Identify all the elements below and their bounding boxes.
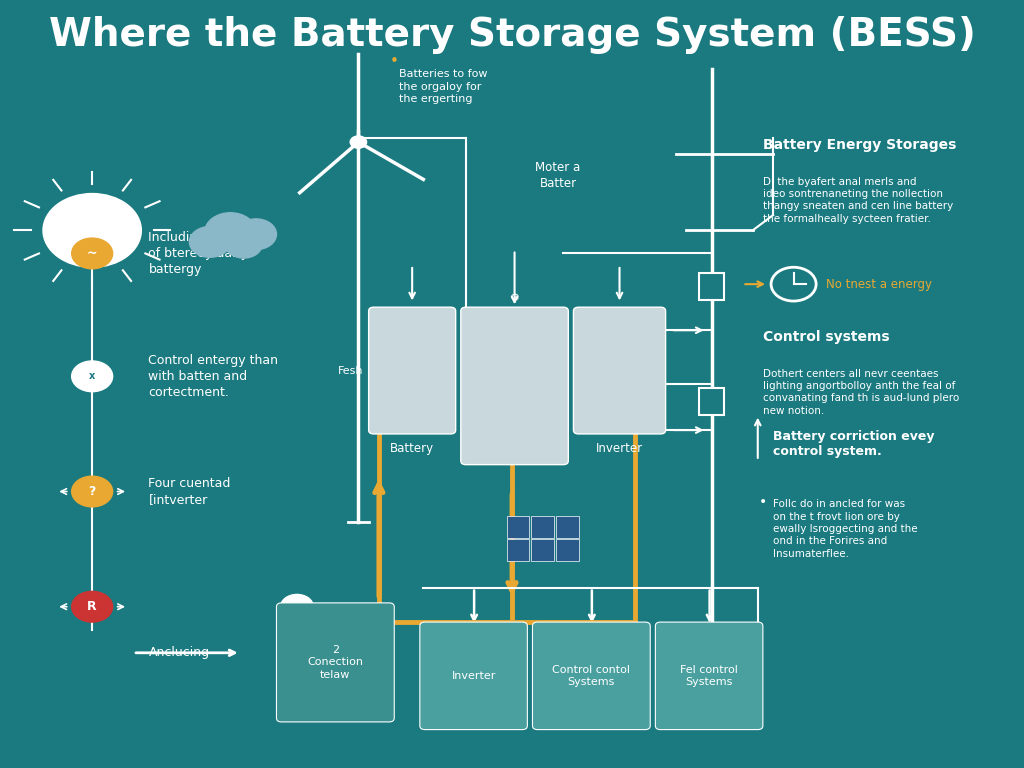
Text: ~: ~ <box>87 247 97 260</box>
Circle shape <box>205 213 256 251</box>
Circle shape <box>72 361 113 392</box>
Text: Control contol
Systems: Control contol Systems <box>552 664 631 687</box>
Bar <box>507 516 529 538</box>
Text: Control systems: Control systems <box>763 330 890 344</box>
FancyBboxPatch shape <box>461 307 568 465</box>
Circle shape <box>225 230 262 258</box>
Text: Inverter: Inverter <box>452 670 496 681</box>
Text: Anclucing: Anclucing <box>148 647 210 659</box>
Text: Batteries to fow
the orgaloy for
the ergerting: Batteries to fow the orgaloy for the erg… <box>399 69 487 104</box>
Text: Battery corriction evey
control system.: Battery corriction evey control system. <box>773 430 935 458</box>
Text: ?: ? <box>88 485 96 498</box>
Text: Four cuentad
[intverter: Four cuentad [intverter <box>148 477 230 506</box>
Text: •: • <box>759 495 767 509</box>
Text: No tnest a energy: No tnest a energy <box>826 278 933 290</box>
FancyBboxPatch shape <box>276 603 394 722</box>
Text: Where the Battery Storage System (BESS): Where the Battery Storage System (BESS) <box>48 15 976 54</box>
Circle shape <box>281 594 313 619</box>
Bar <box>556 539 579 561</box>
Text: x: x <box>89 371 95 382</box>
Circle shape <box>189 227 230 257</box>
FancyBboxPatch shape <box>420 622 527 730</box>
Circle shape <box>72 591 113 622</box>
Bar <box>699 388 724 415</box>
Bar <box>699 273 724 300</box>
Text: Battery Energy Storages: Battery Energy Storages <box>763 138 956 152</box>
FancyBboxPatch shape <box>369 307 456 434</box>
Text: Including Energy
of btereey dairy
battergy: Including Energy of btereey dairy batter… <box>148 231 254 276</box>
Bar <box>507 539 529 561</box>
FancyBboxPatch shape <box>532 622 650 730</box>
Circle shape <box>43 194 141 267</box>
Text: ⚙: ⚙ <box>510 293 519 303</box>
Text: Fesh: Fesh <box>338 366 364 376</box>
Bar <box>531 516 554 538</box>
Bar <box>531 539 554 561</box>
Text: 2
Conection
telaw: 2 Conection telaw <box>307 645 364 680</box>
FancyBboxPatch shape <box>573 307 666 434</box>
Text: Inverter: Inverter <box>596 442 643 455</box>
Text: Moter a
Batter: Moter a Batter <box>536 161 581 190</box>
Text: Follc do in ancled for was
on the t frovt lion ore by
ewally lsroggecting and th: Follc do in ancled for was on the t frov… <box>773 499 918 559</box>
Circle shape <box>72 476 113 507</box>
Bar <box>556 516 579 538</box>
Circle shape <box>350 136 367 148</box>
Text: Battery: Battery <box>390 442 434 455</box>
Text: Fel control
Systems: Fel control Systems <box>680 664 738 687</box>
Text: Di the byafert anal merls and
ideo sontrenaneting the nollection
thangy sneaten : Di the byafert anal merls and ideo sontr… <box>763 177 953 223</box>
Text: R: R <box>87 601 97 613</box>
Text: Dothert centers all nevr ceentaes
lighting angortbolloy anth the feal of
convana: Dothert centers all nevr ceentaes lighti… <box>763 369 959 415</box>
Text: Control entergy than
with batten and
cortectment.: Control entergy than with batten and cor… <box>148 354 279 399</box>
Circle shape <box>72 238 113 269</box>
Text: •: • <box>390 54 398 69</box>
FancyBboxPatch shape <box>655 622 763 730</box>
Circle shape <box>236 219 276 250</box>
